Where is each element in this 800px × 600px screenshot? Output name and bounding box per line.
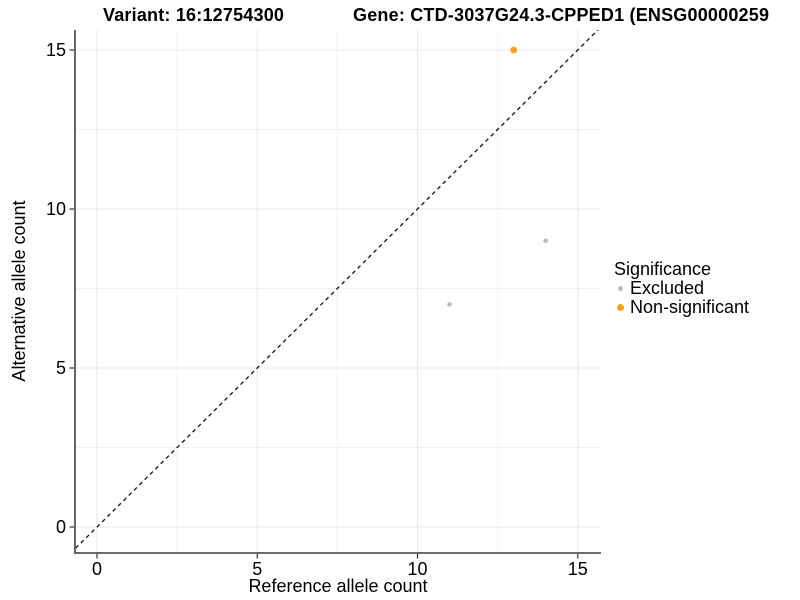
identity-line [75,30,599,550]
y-tick-label: 0 [56,517,66,537]
y-tick-label: 10 [46,199,66,219]
y-axis-title: Alternative allele count [9,200,29,382]
x-axis-title: Reference allele count [248,576,428,596]
legend-title: Significance [614,259,712,279]
excluded-dot-icon [614,286,627,291]
data-point-excluded [447,302,452,307]
data-point-non-significant [510,46,518,54]
legend-item-excluded: Excluded [614,279,749,298]
legend-item-label: Non-significant [630,297,750,317]
legend-item-label: Excluded [630,278,705,298]
legend: Significance Excluded Non-significant [614,259,749,317]
x-tick-label: 0 [92,559,102,579]
variant-title: Variant: 16:12754300 [103,5,285,25]
non-significant-dot-icon [614,304,627,311]
y-tick-label: 5 [56,358,66,378]
x-tick-label: 5 [252,559,262,579]
x-tick-label: 10 [407,559,427,579]
x-tick-label: 15 [568,559,588,579]
gene-title: Gene: CTD-3037G24.3-CPPED1 (ENSG00000259 [353,5,770,25]
y-tick-label: 15 [46,40,66,60]
data-point-excluded [543,238,548,244]
legend-item-non-significant: Non-significant [614,298,749,317]
